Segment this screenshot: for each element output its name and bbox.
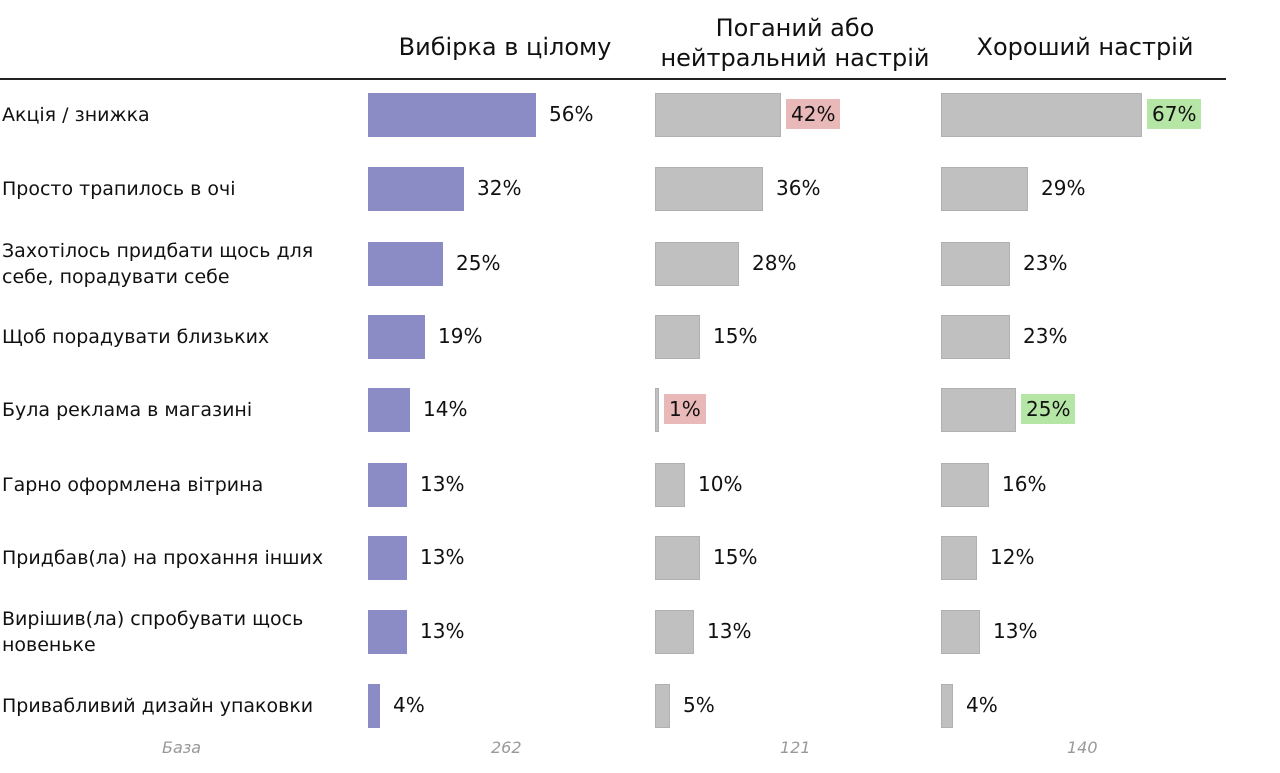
data-label: 13% [707, 619, 752, 643]
base-value-1: 121 [780, 738, 811, 757]
data-label: 67% [1147, 99, 1202, 129]
category-label: Гарно оформлена вітрина [2, 474, 264, 496]
bar [655, 93, 781, 137]
bar [941, 684, 953, 728]
data-label: 4% [966, 693, 998, 717]
bar [368, 684, 380, 728]
base-value-2: 140 [1067, 738, 1098, 757]
data-label: 13% [420, 545, 465, 569]
bar [368, 315, 425, 359]
data-label: 13% [420, 619, 465, 643]
bar [655, 315, 700, 359]
data-label: 29% [1041, 176, 1086, 200]
data-label: 14% [423, 397, 468, 421]
bar [655, 463, 685, 507]
category-label: Захотілось придбати щось для себе, порад… [2, 240, 314, 288]
data-label: 1% [664, 394, 706, 424]
bar [368, 388, 410, 432]
data-label: 12% [990, 545, 1035, 569]
bar [655, 536, 700, 580]
base-value-0: 262 [491, 738, 522, 757]
bar [655, 684, 670, 728]
data-label: 19% [438, 324, 483, 348]
bar [368, 536, 407, 580]
category-label: Акція / знижка [2, 104, 150, 126]
data-label: 42% [786, 99, 841, 129]
bar [655, 242, 739, 286]
bar [941, 610, 980, 654]
data-label: 15% [713, 324, 758, 348]
bar [368, 242, 443, 286]
data-label: 25% [1021, 394, 1076, 424]
data-label: 15% [713, 545, 758, 569]
bar [368, 167, 464, 211]
bar [941, 536, 977, 580]
header-rule [0, 78, 1226, 80]
category-label: Привабливий дизайн упаковки [2, 695, 314, 717]
bar [941, 315, 1010, 359]
category-label: Просто трапилось в очі [2, 178, 236, 200]
bar [368, 463, 407, 507]
bar [368, 610, 407, 654]
data-label: 5% [683, 693, 715, 717]
data-label: 13% [993, 619, 1038, 643]
series-header-0: Вибірка в цілому [398, 33, 612, 61]
bar [941, 388, 1016, 432]
data-label: 23% [1023, 251, 1068, 275]
data-label: 16% [1002, 472, 1047, 496]
series-header-1: Поганий або нейтральний настрій [660, 14, 930, 72]
series-header-2: Хороший настрій [976, 33, 1194, 61]
bar [941, 242, 1010, 286]
bar [941, 93, 1142, 137]
bar [941, 463, 989, 507]
data-label: 23% [1023, 324, 1068, 348]
base-label: База [162, 738, 202, 757]
bar [655, 167, 763, 211]
bar [941, 167, 1028, 211]
data-label: 4% [393, 693, 425, 717]
data-label: 10% [698, 472, 743, 496]
data-label: 25% [456, 251, 501, 275]
data-label: 56% [549, 102, 594, 126]
data-label: 36% [776, 176, 821, 200]
bar [655, 610, 694, 654]
data-label: 28% [752, 251, 797, 275]
category-label: Була реклама в магазині [2, 399, 253, 421]
bar [368, 93, 536, 137]
category-label: Придбав(ла) на прохання інших [2, 547, 324, 569]
category-label: Щоб порадувати близьких [2, 326, 270, 348]
bar [655, 388, 659, 432]
data-label: 13% [420, 472, 465, 496]
data-label: 32% [477, 176, 522, 200]
category-label: Вирішив(ла) спробувати щось новеньке [2, 608, 304, 656]
